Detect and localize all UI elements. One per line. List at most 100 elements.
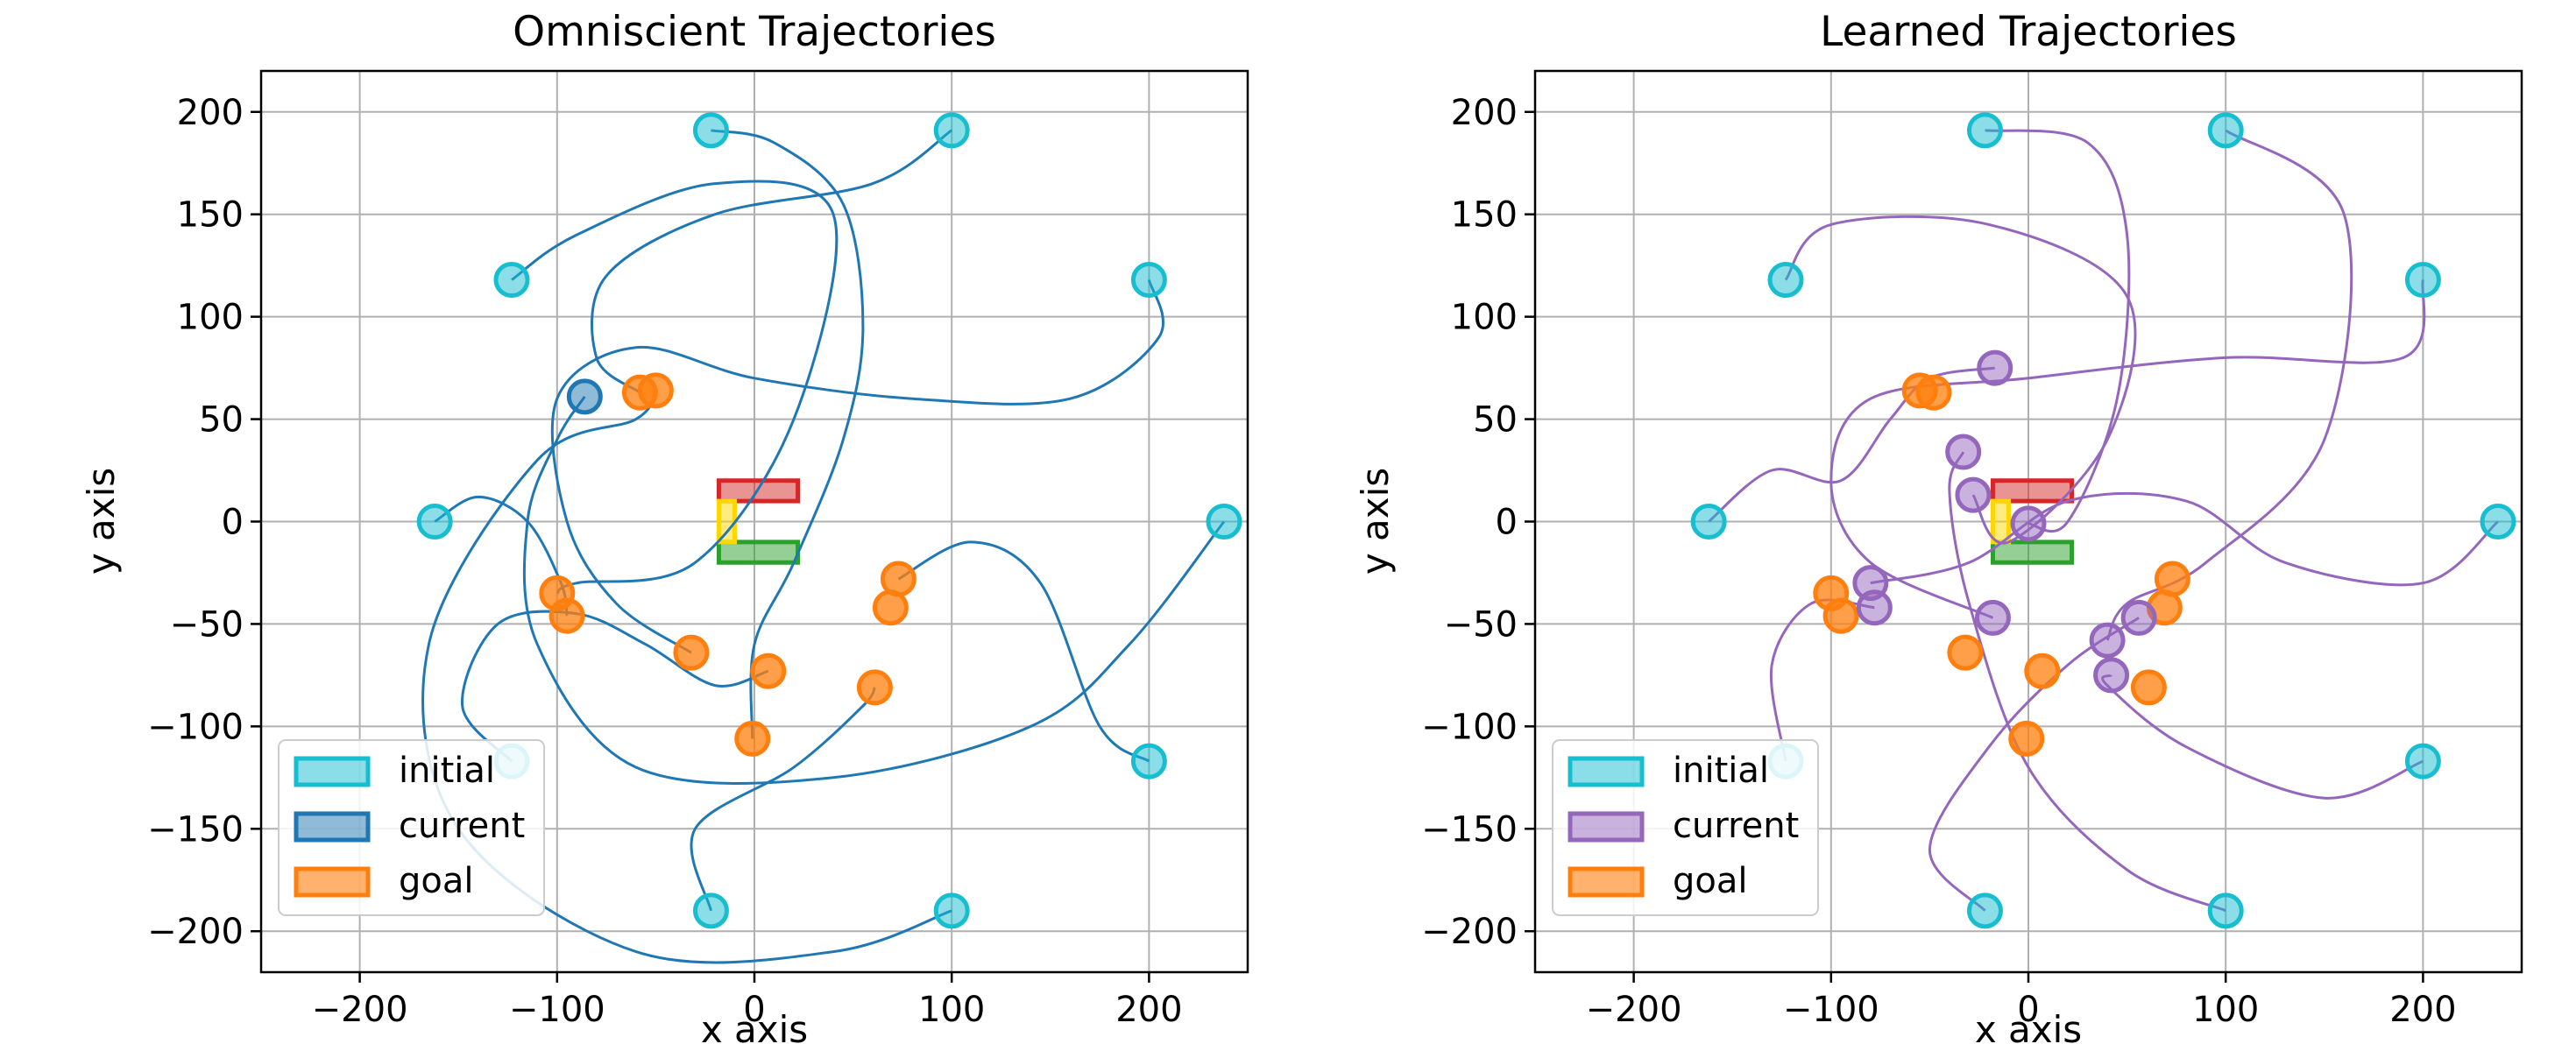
right-x-tick-label: 0 <box>2017 990 2039 1030</box>
right-legend: initial current goal <box>1552 739 1819 916</box>
left-y-tick-label: −100 <box>147 707 244 747</box>
left-legend: initial current goal <box>278 739 545 916</box>
right-y-tick-label: −200 <box>1421 912 1518 952</box>
right-legend-swatch-initial <box>1568 756 1645 787</box>
right-y-axis-label: y axis <box>1354 468 1397 575</box>
left-initial-marker <box>1130 262 1167 299</box>
right-current-marker <box>2093 657 2130 694</box>
right-trajectory <box>1870 491 2499 587</box>
right-y-tick-label: 0 <box>1496 503 1518 543</box>
right-trajectory <box>2105 129 2353 641</box>
left-y-axis-label: y axis <box>80 468 123 575</box>
left-chart-title: Omniscient Trajectories <box>513 8 996 56</box>
left-y-tick-label: −150 <box>147 809 244 850</box>
left-y-tick-label: −50 <box>170 604 244 645</box>
right-current-marker <box>1955 476 1992 513</box>
left-legend-swatch-goal <box>294 866 371 898</box>
left-goal-marker <box>750 652 787 689</box>
left-legend-swatch-current <box>294 811 371 843</box>
right-current-marker <box>1977 349 2013 386</box>
right-current-marker <box>1974 599 2011 636</box>
left-legend-label-current: current <box>399 806 525 846</box>
left-initial-marker <box>1206 504 1242 540</box>
right-initial-marker <box>1966 892 2003 929</box>
right-x-tick-label: 100 <box>2192 990 2259 1030</box>
right-trajectory <box>1928 617 2140 912</box>
right-obstacle <box>1990 540 2075 565</box>
right-x-axis-label: x axis <box>1975 1008 2082 1051</box>
left-goal-marker <box>673 634 710 671</box>
right-y-tick-label: −50 <box>1444 604 1518 645</box>
right-y-tick-label: 200 <box>1451 93 1518 133</box>
left-goal-marker <box>548 597 585 634</box>
left-legend-label-initial: initial <box>399 751 495 791</box>
left-y-tick-label: −200 <box>147 912 244 952</box>
left-trajectory <box>897 540 1150 763</box>
right-goal-marker <box>1901 372 1938 409</box>
right-current-marker <box>2089 622 2126 659</box>
right-obstacles <box>1990 478 2075 565</box>
right-initial-marker <box>1767 262 1804 299</box>
left-trajectory <box>550 279 1165 654</box>
left-legend-label-goal: goal <box>399 861 474 901</box>
right-initial-marker <box>2404 743 2441 779</box>
right-x-tick-label: −200 <box>1586 990 1682 1030</box>
right-ticks: −200 −100 0 100 200 −200 −150 −100 −50 0 50 100 150 2… <box>1421 93 2456 1030</box>
left-obstacle <box>716 498 737 545</box>
right-initial-marker <box>1966 112 2003 149</box>
left-goal-marker <box>856 669 893 706</box>
left-y-tick-label: 100 <box>177 298 244 338</box>
right-initial-marker <box>1690 504 1727 540</box>
right-trajectory <box>1985 129 2131 533</box>
right-goal-marker <box>2008 720 2045 757</box>
right-goal-marker <box>2024 652 2061 689</box>
left-x-axis-label: x axis <box>701 1008 808 1051</box>
right-current-marker <box>2010 505 2047 542</box>
left-goal-marker <box>872 589 909 626</box>
left-trajectory <box>522 395 1226 785</box>
right-x-tick-label: 200 <box>2389 990 2456 1030</box>
right-current-marker <box>2120 599 2157 636</box>
right-y-tick-label: 100 <box>1451 298 1518 338</box>
right-initial-marker <box>2207 112 2244 149</box>
right-obstacle <box>1990 498 2011 545</box>
right-trajectory <box>1948 451 2226 913</box>
right-trajectory <box>1829 279 2426 619</box>
left-trajectory <box>511 180 839 595</box>
left-initial-marker <box>933 112 970 149</box>
left-current-marker <box>566 378 603 415</box>
left-x-tick-label: 200 <box>1115 990 1182 1030</box>
left-obstacle <box>716 540 801 565</box>
left-initial-marker <box>692 112 729 149</box>
right-y-tick-label: −100 <box>1421 707 1518 747</box>
right-chart: −200 −100 0 100 200 −200 −150 −100 −50 0 50 100 150 2… <box>1354 8 2523 1051</box>
right-y-tick-label: 50 <box>1473 400 1518 441</box>
right-initial-marker <box>2480 504 2516 540</box>
right-legend-label-goal: goal <box>1673 861 1748 901</box>
left-y-tick-label: 150 <box>177 195 244 236</box>
left-y-tick-label: 0 <box>222 503 244 543</box>
right-chart-title: Learned Trajectories <box>1820 8 2237 56</box>
right-current-marker <box>1856 589 1893 626</box>
left-x-tick-label: −200 <box>312 990 408 1030</box>
left-initial-marker <box>692 892 729 929</box>
left-ticks: −200 −100 0 100 200 −200 −150 −100 −50 0 50 100 150 2… <box>147 93 1182 1030</box>
right-x-tick-label: −100 <box>1783 990 1879 1030</box>
left-legend-swatch-initial <box>294 756 371 787</box>
right-goal-marker <box>2130 669 2167 706</box>
left-markers <box>416 112 1242 929</box>
left-x-tick-label: 100 <box>918 990 985 1030</box>
left-goal-marker <box>734 720 771 757</box>
left-x-tick-label: 0 <box>743 990 765 1030</box>
left-initial-marker <box>416 504 453 540</box>
right-legend-label-current: current <box>1673 806 1799 846</box>
left-chart: −200 −100 0 100 200 −200 −150 −100 −50 0 50 100 150 2… <box>80 8 1249 1051</box>
right-plot-area <box>1533 69 2523 974</box>
left-y-tick-label: 200 <box>177 93 244 133</box>
left-initial-marker <box>493 262 530 299</box>
right-y-tick-label: 150 <box>1451 195 1518 236</box>
right-y-tick-label: −150 <box>1421 809 1518 850</box>
left-goal-marker <box>637 372 674 409</box>
right-initial-marker <box>2404 262 2441 299</box>
right-goal-marker <box>1822 597 1859 634</box>
